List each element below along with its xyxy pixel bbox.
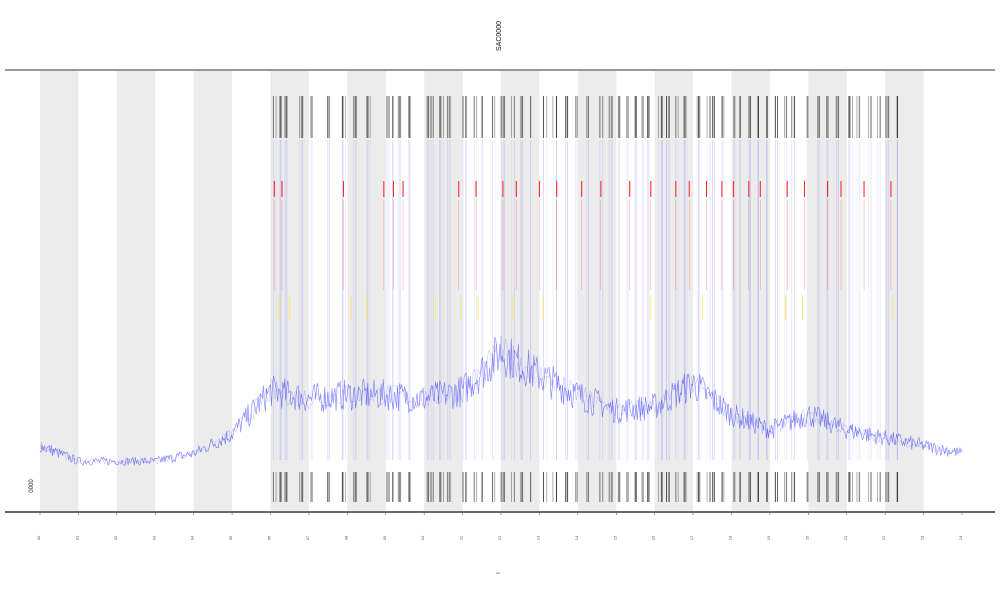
x-tick-label: 15 (612, 535, 617, 540)
x-tick-label: 08 (343, 535, 348, 540)
chart-title: SAC0000 (496, 21, 503, 51)
x-tick-label: 09 (382, 535, 387, 540)
x-tick-label: 13 (535, 535, 540, 540)
legend-label: 0000 (29, 479, 35, 493)
shaded-band (40, 71, 79, 511)
x-tick-label: 22 (881, 535, 886, 540)
series-line (39, 337, 963, 466)
shaded-band (808, 71, 847, 511)
x-tick-label: 24 (958, 535, 963, 540)
x-tick-label: 12 (497, 535, 502, 540)
shaded-hour-bands (40, 71, 924, 511)
shaded-band (501, 71, 540, 511)
x-tick-label: 17 (689, 535, 694, 540)
x-axis-label: t (496, 572, 502, 574)
x-tick-label: 14 (574, 535, 579, 540)
x-tick-label: 02 (113, 535, 118, 540)
series-traces (39, 336, 963, 466)
x-tick-label: 16 (651, 535, 656, 540)
x-tick-label: 01 (74, 535, 79, 540)
shaded-band (116, 71, 156, 511)
x-tick-label: 10 (420, 535, 425, 540)
x-tick-label: 07 (305, 535, 310, 540)
series-line-overlay (39, 336, 963, 465)
shaded-band (577, 71, 617, 511)
x-tick-label: 05 (228, 535, 233, 540)
x-tick-label: 20 (804, 535, 809, 540)
x-tick-label: 11 (459, 535, 464, 540)
x-tick-label: 03 (151, 535, 156, 540)
x-tick-label: 21 (843, 535, 848, 540)
x-tick-labels: 00 01 02 03 04 05 06 07 08 09 10 11 12 13 14 15 16 17 18 19… (36, 512, 963, 540)
x-tick-label: 23 (920, 535, 925, 540)
x-tick-label: 04 (190, 535, 195, 540)
shaded-band (654, 71, 694, 511)
shaded-band (270, 71, 309, 511)
shaded-band (347, 71, 386, 511)
shaded-band (424, 71, 463, 511)
x-tick-label: 06 (267, 535, 272, 540)
x-tick-label: 19 (766, 535, 771, 540)
x-tick-label: 00 (36, 535, 41, 540)
event-rasters (272, 96, 899, 502)
x-tick-label: 18 (728, 535, 733, 540)
shaded-band (731, 71, 770, 511)
